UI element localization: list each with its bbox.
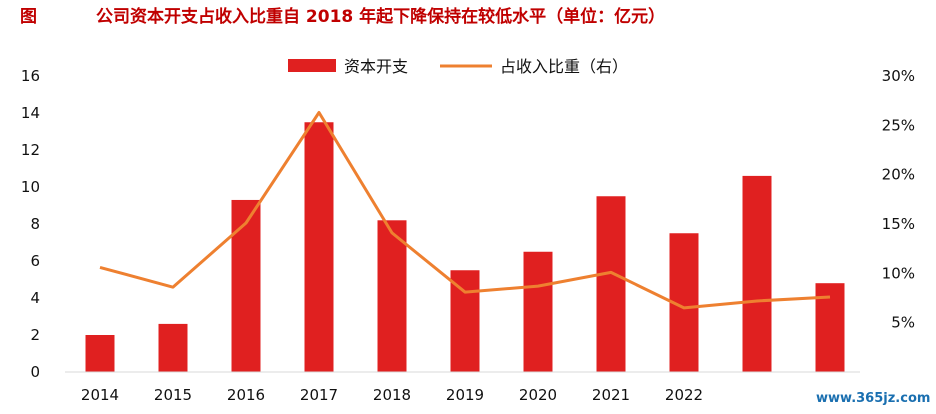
- right-tick-label: 5%: [891, 314, 915, 332]
- left-tick-label: 2: [30, 326, 40, 344]
- left-tick-label: 16: [21, 67, 40, 85]
- x-tick-label: 2016: [227, 386, 265, 404]
- left-tick-label: 12: [21, 141, 40, 159]
- x-tick-label: 2022: [665, 386, 703, 404]
- x-tick-label: 2020: [519, 386, 557, 404]
- bar-2018: [377, 220, 407, 372]
- revenue-share-line: [99, 111, 831, 310]
- bar-2016: [231, 199, 261, 372]
- watermark-text: www.365jz.com: [816, 391, 930, 406]
- legend-label-capex: 资本开支: [344, 57, 408, 76]
- bar-2023: [742, 175, 772, 372]
- x-tick-label: 2018: [373, 386, 411, 404]
- left-tick-label: 10: [21, 178, 40, 196]
- left-axis: 0 2 4 6 8 10 12 14 16: [21, 67, 40, 381]
- legend-label-revenue-share: 占收入比重（右）: [500, 57, 628, 76]
- bar-series-capex: [85, 122, 845, 372]
- bar-2015: [158, 323, 188, 372]
- bar-2017: [304, 122, 334, 372]
- right-tick-label: 20%: [882, 166, 915, 184]
- watermark-bg: [716, 380, 936, 414]
- figure-label: 图: [20, 7, 37, 27]
- line-series-revenue-share: [99, 111, 831, 310]
- left-tick-label: 8: [30, 215, 40, 233]
- right-tick-label: 10%: [882, 264, 915, 282]
- left-tick-label: 6: [30, 252, 40, 270]
- watermark: www.365jz.com: [716, 380, 936, 414]
- x-tick-label: 2014: [81, 386, 119, 404]
- left-tick-label: 0: [30, 363, 40, 381]
- right-axis: 5% 10% 15% 20% 25% 30%: [882, 67, 915, 332]
- legend-swatch-capex: [288, 59, 336, 72]
- right-tick-label: 30%: [882, 67, 915, 85]
- x-tick-label: 2021: [592, 386, 630, 404]
- bar-2014: [85, 335, 115, 372]
- right-tick-label: 15%: [882, 215, 915, 233]
- chart-legend: 资本开支 占收入比重（右）: [288, 57, 628, 76]
- left-tick-label: 4: [30, 289, 40, 307]
- bar-2019: [450, 270, 480, 372]
- x-tick-label: 2015: [154, 386, 192, 404]
- bar-2021: [596, 196, 626, 372]
- x-tick-label: 2019: [446, 386, 484, 404]
- x-tick-label: 2017: [300, 386, 338, 404]
- x-axis: 2014 2015 2016 2017 2018 2019 2020 2021 2022: [81, 386, 703, 404]
- left-tick-label: 14: [21, 104, 40, 122]
- bar-2020: [523, 251, 553, 372]
- chart-title: 公司资本开支占收入比重自 2018 年起下降保持在较低水平（单位：亿元）: [96, 6, 665, 27]
- right-tick-label: 25%: [882, 116, 915, 134]
